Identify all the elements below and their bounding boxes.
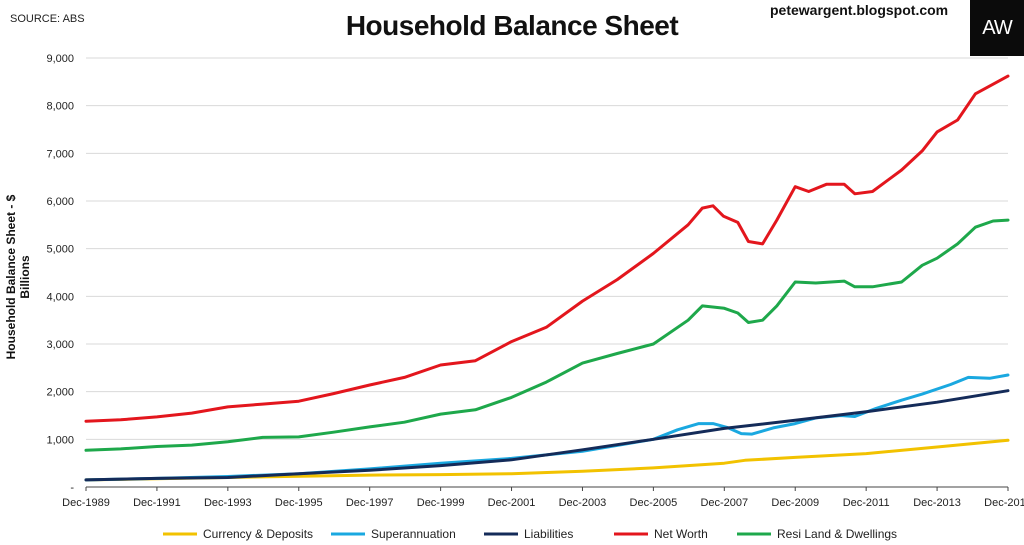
y-tick-label: - bbox=[70, 482, 74, 494]
x-tick-label: Dec-2011 bbox=[843, 497, 890, 509]
y-tick-label: 1,000 bbox=[46, 434, 74, 446]
legend-label: Superannuation bbox=[371, 527, 456, 541]
x-tick-label: Dec-1993 bbox=[204, 497, 252, 509]
series-lines bbox=[84, 74, 1010, 482]
y-tick-label: 3,000 bbox=[46, 339, 74, 351]
x-tick-label: Dec-2009 bbox=[771, 497, 819, 509]
blog-url[interactable]: petewargent.blogspot.com bbox=[770, 2, 949, 18]
x-tick-label: Dec-1989 bbox=[62, 497, 110, 509]
series-line-currency-deposits bbox=[84, 438, 1010, 482]
series-line-resi-land-dwellings bbox=[84, 218, 1010, 452]
x-tick-label: Dec-1999 bbox=[417, 497, 465, 509]
aw-logo-text: AW bbox=[982, 17, 1013, 39]
y-tick-label: 7,000 bbox=[46, 148, 74, 160]
x-tick-label: Dec-2013 bbox=[913, 497, 961, 509]
legend-label: Liabilities bbox=[524, 527, 573, 541]
axes: - 1,000 2,000 3,000 4,000 5,000 6,000 7,000 8,00… bbox=[46, 53, 1024, 509]
series-line-superannuation bbox=[84, 373, 1010, 482]
x-tick-label: Dec-1997 bbox=[346, 497, 394, 509]
x-tick-label: Dec-1991 bbox=[133, 497, 181, 509]
series-line-liabilities bbox=[84, 389, 1010, 482]
chart-title: Household Balance Sheet bbox=[345, 10, 679, 41]
aw-logo: AW bbox=[970, 0, 1024, 56]
legend-label: Resi Land & Dwellings bbox=[777, 527, 897, 541]
x-tick-label: Dec-2003 bbox=[559, 497, 607, 509]
source-note: SOURCE: ABS bbox=[10, 13, 85, 25]
y-tick-label: 8,000 bbox=[46, 101, 74, 113]
series-line-net-worth bbox=[84, 74, 1010, 423]
y-tick-label: 2,000 bbox=[46, 387, 74, 399]
x-tick-label: Dec-2015 bbox=[984, 497, 1024, 509]
x-tick-label: Dec-2005 bbox=[630, 497, 678, 509]
x-tick-label: Dec-2001 bbox=[488, 497, 536, 509]
legend-label: Net Worth bbox=[654, 527, 708, 541]
y-tick-label: 4,000 bbox=[46, 291, 74, 303]
x-tick-label: Dec-2007 bbox=[700, 497, 748, 509]
x-tick-label: Dec-1995 bbox=[275, 497, 323, 509]
legend-label: Currency & Deposits bbox=[203, 527, 313, 541]
y-tick-label: 6,000 bbox=[46, 196, 74, 208]
y-tick-label: 9,000 bbox=[46, 53, 74, 65]
y-tick-label: 5,000 bbox=[46, 244, 74, 256]
legend: Currency & Deposits Superannuation Liabili… bbox=[163, 527, 897, 541]
